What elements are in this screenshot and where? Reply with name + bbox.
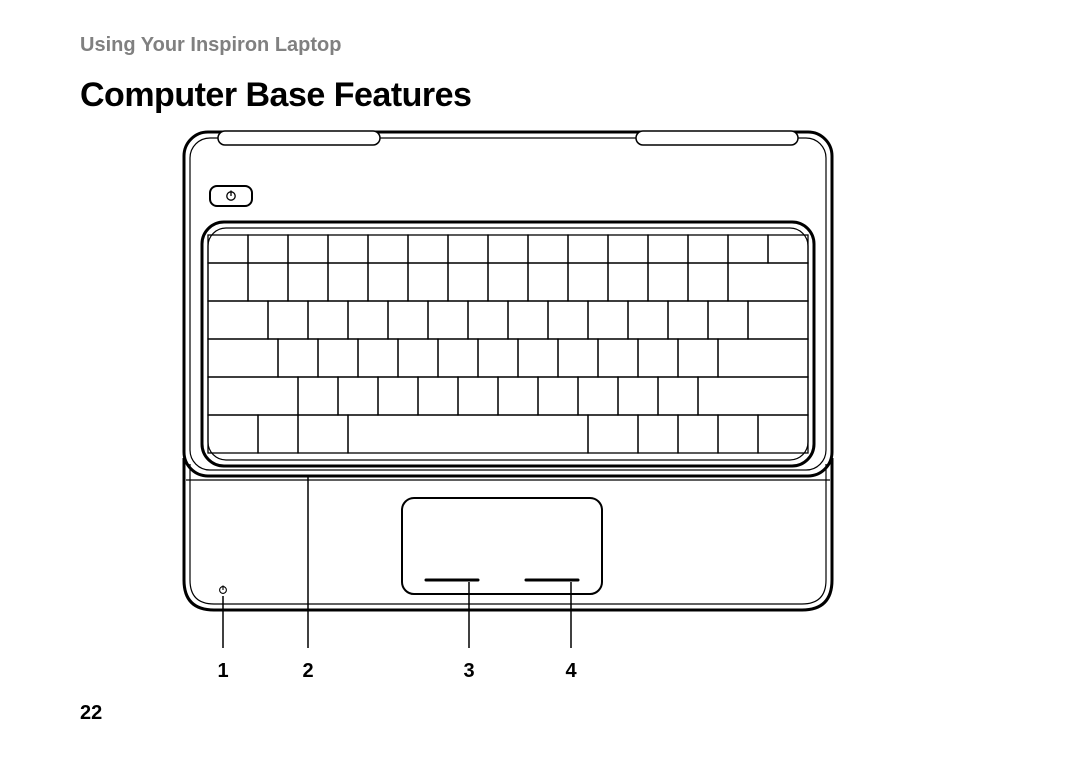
callout-2: 2 [298,660,318,683]
section-header: Using Your Inspiron Laptop [80,34,341,57]
laptop-diagram [180,128,860,688]
page-number: 22 [80,702,102,725]
callout-1: 1 [213,660,233,683]
callout-4: 4 [561,660,581,683]
page: Using Your Inspiron Laptop Computer Base… [0,0,1080,766]
page-title: Computer Base Features [80,76,471,115]
callout-3: 3 [459,660,479,683]
